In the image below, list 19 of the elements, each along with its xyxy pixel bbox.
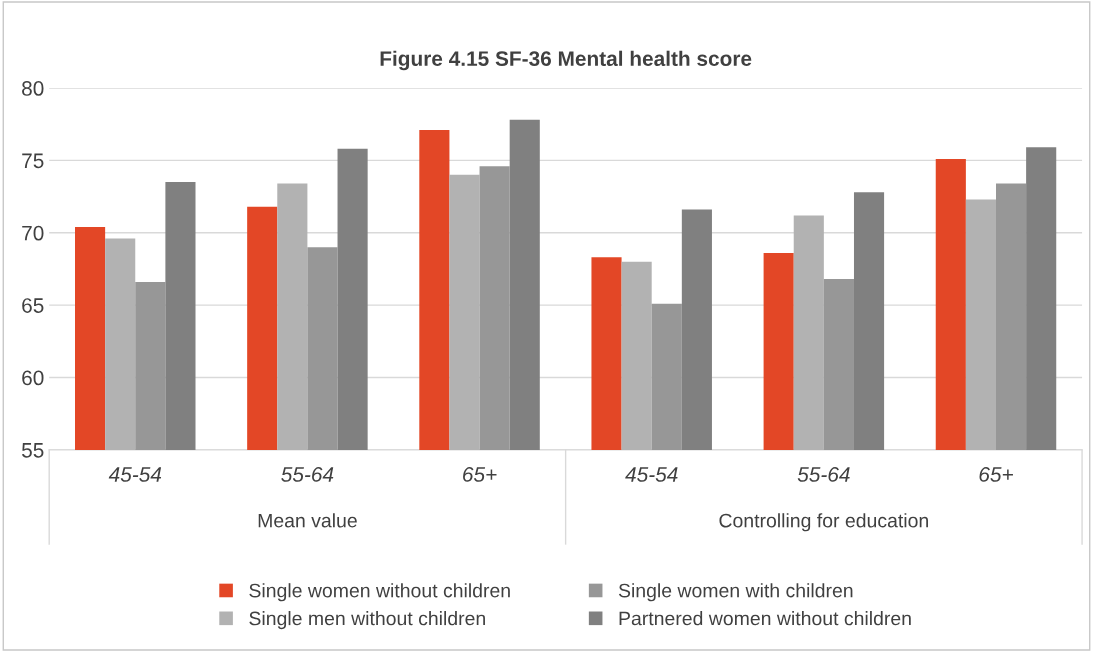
chart-title: Figure 4.15 SF-36 Mental health score — [380, 50, 752, 71]
legend-label: Partnered women without children — [619, 611, 911, 626]
x-tick-label: 55-64 — [281, 467, 334, 482]
legend-label: Single women with children — [618, 583, 853, 602]
y-tick-label: 70 — [22, 225, 44, 241]
legend-label: Single men without children — [249, 611, 485, 630]
x-tick-label: 55-64 — [797, 467, 850, 482]
x-tick-label: 65+ — [979, 467, 1013, 482]
y-tick-label: 75 — [22, 153, 44, 169]
text: Mean value — [258, 513, 357, 528]
y-tick-label: 55 — [21, 443, 44, 458]
y-tick-label: 60 — [22, 370, 44, 386]
legend-label: Single women without children — [249, 583, 510, 602]
text: Controlling for education — [719, 513, 928, 532]
x-tick-label: 65+ — [463, 467, 497, 482]
x-tick-label: 45-54 — [108, 467, 162, 482]
x-tick-label: 45-54 — [625, 467, 678, 482]
y-tick-label: 80 — [22, 81, 44, 96]
y-tick-label: 65 — [22, 298, 44, 313]
